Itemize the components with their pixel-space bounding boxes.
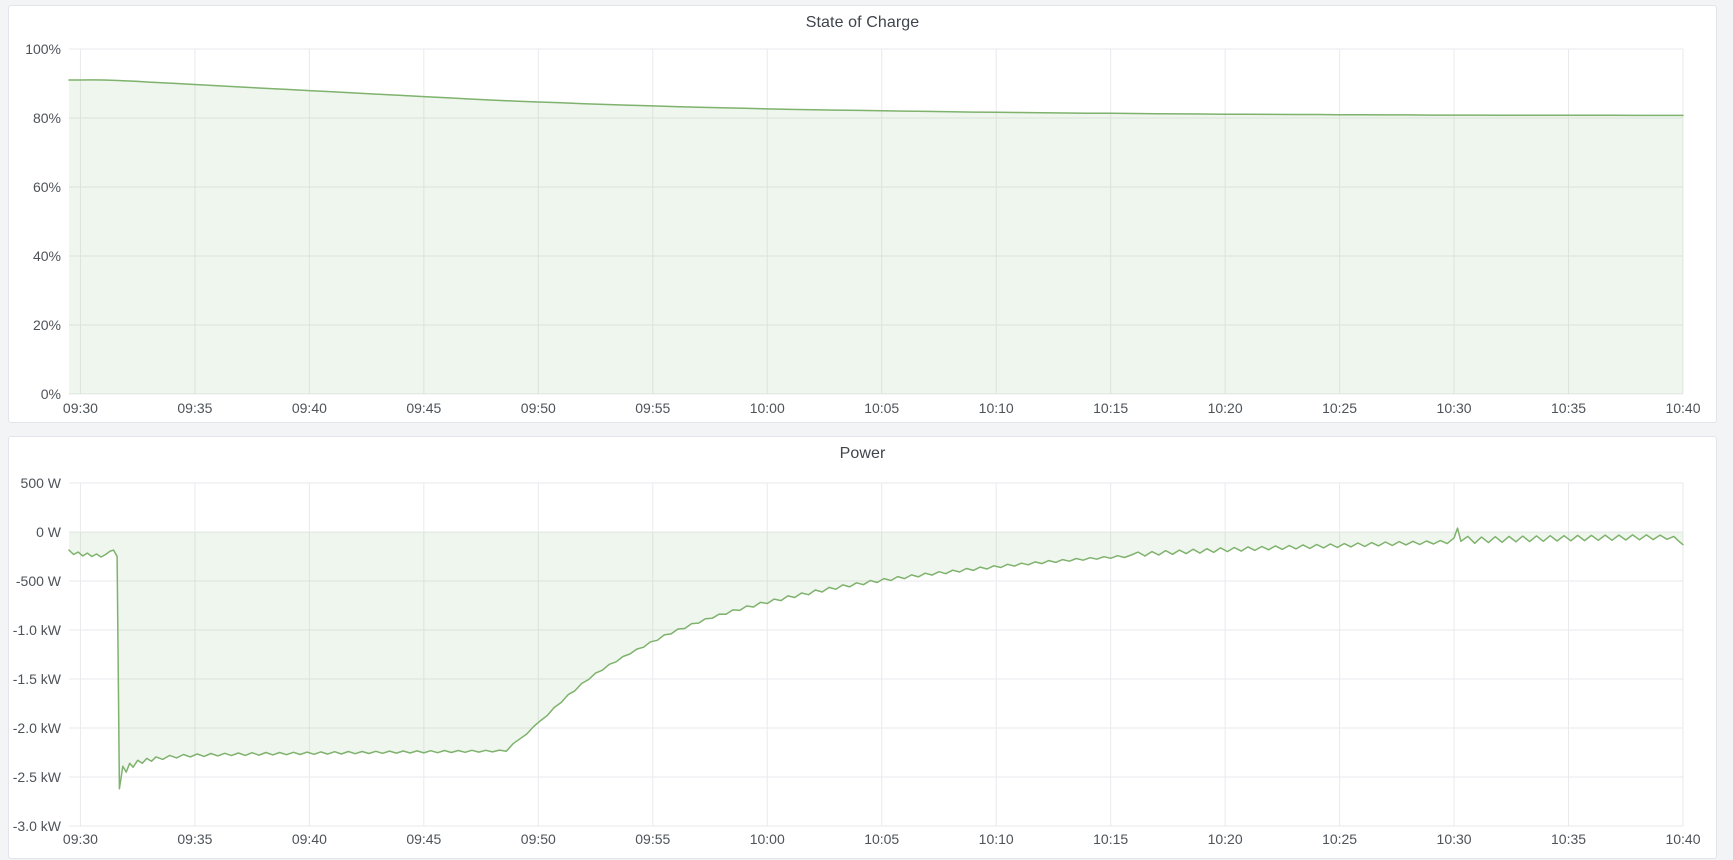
- state-of-charge-chart[interactable]: 100% 80% 60% 40% 20% 0%09:30 09:35 09:40 09:45 09…: [9, 6, 1716, 422]
- x-tick-label: 10:40: [1665, 831, 1700, 847]
- x-tick-label: 10:35: [1551, 400, 1586, 416]
- x-tick-label: 09:45: [406, 400, 441, 416]
- x-tick-label: 10:05: [864, 831, 899, 847]
- x-tick-label: 09:30: [63, 831, 98, 847]
- series-area-fill: [69, 528, 1683, 789]
- x-tick-label: 10:40: [1665, 400, 1700, 416]
- panel-state-of-charge: State of Charge 100% 80% 60% 40% 20% 0% 09:30 0…: [8, 5, 1717, 423]
- y-tick-label: 80%: [33, 110, 61, 126]
- x-tick-label: 10:15: [1093, 400, 1128, 416]
- x-tick-label: 10:15: [1093, 831, 1128, 847]
- x-tick-label: 10:30: [1437, 831, 1472, 847]
- x-tick-label: 10:10: [979, 831, 1014, 847]
- y-tick-label: -1.0 kW: [13, 622, 62, 638]
- x-tick-label: 09:50: [521, 400, 556, 416]
- x-tick-label: 09:35: [177, 400, 212, 416]
- x-tick-label: 10:00: [750, 400, 785, 416]
- x-tick-label: 10:35: [1551, 831, 1586, 847]
- x-tick-label: 10:05: [864, 400, 899, 416]
- y-tick-label: -1.5 kW: [13, 671, 62, 687]
- x-tick-label: 09:50: [521, 831, 556, 847]
- y-tick-label: -500 W: [16, 573, 62, 589]
- x-tick-label: 10:25: [1322, 400, 1357, 416]
- x-tick-label: 10:30: [1437, 400, 1472, 416]
- y-tick-label: 60%: [33, 179, 61, 195]
- x-tick-label: 09:55: [635, 831, 670, 847]
- x-tick-label: 10:00: [750, 831, 785, 847]
- x-tick-label: 09:35: [177, 831, 212, 847]
- y-tick-label: 40%: [33, 248, 61, 264]
- series-line: [68, 527, 1684, 790]
- x-tick-label: 09:45: [406, 831, 441, 847]
- y-tick-label: 20%: [33, 317, 61, 333]
- panel-title-power[interactable]: Power: [839, 445, 886, 462]
- series-area-fill: [69, 79, 1683, 395]
- x-tick-label: 10:20: [1208, 831, 1243, 847]
- y-tick-label: 500 W: [21, 475, 62, 491]
- x-tick-label: 09:40: [292, 400, 327, 416]
- y-tick-label: 100%: [25, 41, 61, 57]
- x-tick-label: 10:20: [1208, 400, 1243, 416]
- power-chart[interactable]: 500 W 0 W -500 W -1.0 kW -1.5 kW -2.0 kW -2.5 …: [9, 437, 1716, 858]
- x-tick-label: 09:40: [292, 831, 327, 847]
- panel-title-state-of-charge[interactable]: State of Charge: [805, 14, 920, 31]
- y-tick-label: -2.0 kW: [13, 720, 62, 736]
- x-tick-label: 10:10: [979, 400, 1014, 416]
- x-tick-label: 09:30: [63, 400, 98, 416]
- y-tick-label: 0%: [41, 386, 61, 402]
- series-line: [68, 79, 1684, 117]
- x-tick-label: 10:25: [1322, 831, 1357, 847]
- y-tick-label: 0 W: [36, 524, 62, 540]
- x-tick-label: 09:55: [635, 400, 670, 416]
- y-tick-label: -2.5 kW: [13, 769, 62, 785]
- panel-power: Power 500 W 0 W -500 W -1.0 kW -1.5 kW -2.0 k…: [8, 436, 1717, 859]
- y-tick-label: -3.0 kW: [13, 818, 62, 834]
